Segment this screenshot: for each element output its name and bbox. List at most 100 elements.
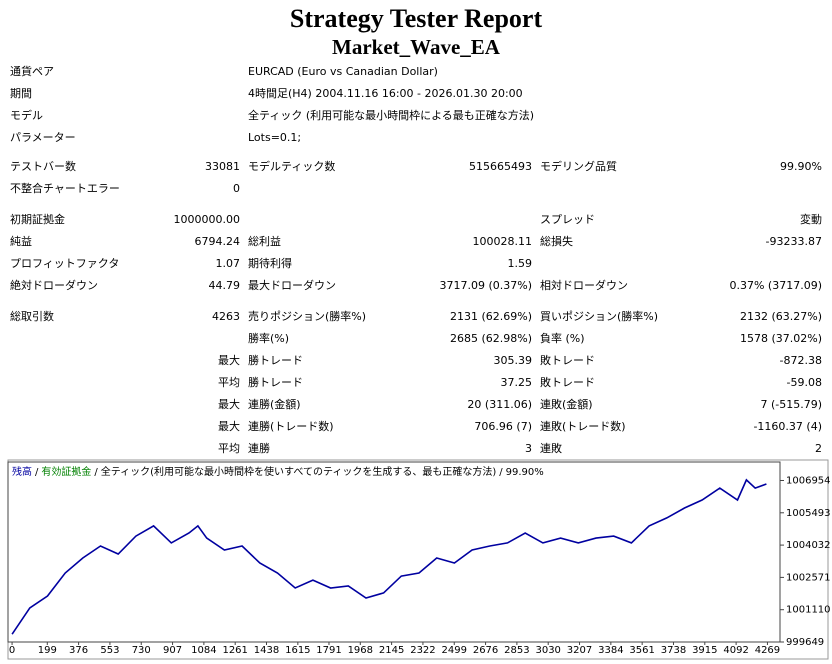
stat-label: 連敗: [540, 442, 562, 455]
stat-value: 1000000.00: [173, 213, 240, 226]
stat-value: 2132 (63.27%): [739, 310, 822, 323]
stat-value: 305.39: [493, 354, 533, 367]
legend-separator: /: [499, 467, 503, 478]
stat-value: 44.79: [208, 279, 241, 292]
stat-label: 負率 (%): [540, 332, 585, 345]
stat-label: 初期証拠金: [10, 213, 65, 226]
x-tick-label: 3738: [661, 645, 686, 656]
stat-value: 1.07: [215, 257, 241, 270]
x-tick-label: 2322: [410, 645, 435, 656]
title: Strategy Tester Report: [289, 4, 543, 33]
setting-value: Lots=0.1;: [248, 131, 302, 144]
stat-value: 706.96 (7): [474, 420, 532, 433]
stat-value: 4263: [212, 310, 240, 323]
stat-value: -1160.37 (4): [753, 420, 822, 433]
x-tick-label: 1615: [285, 645, 310, 656]
x-tick-label: 4269: [755, 645, 780, 656]
x-tick-label: 2499: [442, 645, 467, 656]
y-tick-label: 1006954: [786, 475, 831, 486]
stat-value: 最大: [218, 354, 240, 367]
stat-value: 平均: [218, 376, 240, 389]
stat-value: 最大: [218, 420, 240, 433]
stat-value: 平均: [218, 442, 240, 455]
setting-label: モデル: [10, 109, 43, 122]
stat-label: 連敗(トレード数): [540, 420, 626, 433]
stat-label: プロフィットファクタ: [10, 257, 120, 270]
stat-value: 99.90%: [780, 160, 822, 173]
stat-label: 総利益: [248, 235, 281, 248]
x-tick-label: 3561: [629, 645, 654, 656]
plot-area: [7, 461, 781, 643]
stat-label: 勝トレード: [248, 376, 303, 389]
setting-value: EURCAD (Euro vs Canadian Dollar): [248, 65, 438, 78]
stat-label: 総損失: [540, 235, 573, 248]
x-tick-label: 1791: [316, 645, 341, 656]
stat-value: 0: [233, 182, 240, 195]
y-tick-label: 1004032: [786, 540, 831, 551]
stat-label: 連敗(金額): [540, 398, 593, 411]
stat-value: -59.08: [786, 376, 822, 389]
x-tick-label: 3207: [567, 645, 592, 656]
x-tick-label: 3384: [598, 645, 623, 656]
setting-label: 通貨ペア: [10, 65, 54, 78]
stat-value: 0.37% (3717.09): [729, 279, 822, 292]
legend-separator: /: [94, 467, 98, 478]
stat-label: 勝トレード: [248, 354, 303, 367]
legend-entry: 残高: [12, 465, 32, 478]
y-tick-label: 1002571: [786, 572, 831, 583]
stat-value: 1.59: [507, 257, 533, 270]
stat-value: 変動: [800, 213, 822, 226]
stat-label: 不整合チャートエラー: [10, 182, 120, 195]
stat-label: 最大ドローダウン: [248, 279, 336, 292]
stat-value: 3: [525, 442, 532, 455]
stat-value: 2131 (62.69%): [449, 310, 532, 323]
stat-label: 総取引数: [10, 310, 54, 323]
stat-value: 100028.11: [472, 235, 533, 248]
x-tick-label: 199: [38, 645, 57, 656]
stat-value: 3717.09 (0.37%): [439, 279, 532, 292]
x-tick-label: 3915: [692, 645, 717, 656]
legend-entry: 有効証拠金: [41, 465, 91, 478]
legend-entry: 全ティック(利用可能な最小時間枠を使いすべてのティックを生成する、最も正確な方法…: [101, 465, 497, 478]
stat-value: 2685 (62.98%): [449, 332, 532, 345]
y-tick-label: 999649: [786, 637, 824, 648]
stat-value: -93233.87: [765, 235, 822, 248]
stat-label: 純益: [10, 235, 32, 248]
x-tick-label: 376: [69, 645, 88, 656]
legend-separator: /: [35, 467, 39, 478]
stat-label: 敗トレード: [540, 376, 595, 389]
x-tick-label: 553: [100, 645, 119, 656]
y-tick-label: 1005493: [786, 508, 831, 519]
setting-value: 全ティック (利用可能な最小時間枠による最も正確な方法): [248, 109, 535, 122]
x-tick-label: 2853: [504, 645, 529, 656]
stat-label: モデルティック数: [248, 160, 336, 173]
stat-label: 勝率(%): [248, 332, 290, 345]
stat-value: 33081: [205, 160, 240, 173]
legend-entry: 99.90%: [506, 467, 544, 478]
stat-label: テストバー数: [10, 160, 76, 173]
x-tick-label: 1261: [222, 645, 247, 656]
legend: 残高 / 有効証拠金 / 全ティック(利用可能な最小時間枠を使いすべてのティックを生成す…: [12, 465, 544, 478]
stat-label: 連勝(金額): [248, 398, 301, 411]
subtitle: Market_Wave_EA: [332, 35, 500, 59]
x-tick-label: 4092: [723, 645, 748, 656]
setting-value: 4時間足(H4) 2004.11.16 16:00 - 2026.01.30 2…: [248, 87, 523, 100]
stat-label: 敗トレード: [540, 354, 595, 367]
stat-label: 絶対ドローダウン: [10, 279, 98, 292]
setting-label: パラメーター: [10, 131, 76, 144]
x-tick-label: 0: [9, 645, 15, 656]
stat-label: 買いポジション(勝率%): [540, 310, 659, 323]
stat-label: モデリング品質: [540, 160, 617, 173]
balance-line: [11, 478, 767, 635]
x-tick-label: 2676: [473, 645, 498, 656]
stat-value: 37.25: [500, 376, 533, 389]
x-tick-label: 1968: [348, 645, 373, 656]
stat-label: 連勝(トレード数): [248, 420, 334, 433]
stat-value: 最大: [218, 398, 240, 411]
x-tick-label: 3030: [535, 645, 560, 656]
stat-label: 連勝: [248, 442, 270, 455]
stat-label: 相対ドローダウン: [540, 279, 628, 292]
stat-value: 1578 (37.02%): [739, 332, 822, 345]
